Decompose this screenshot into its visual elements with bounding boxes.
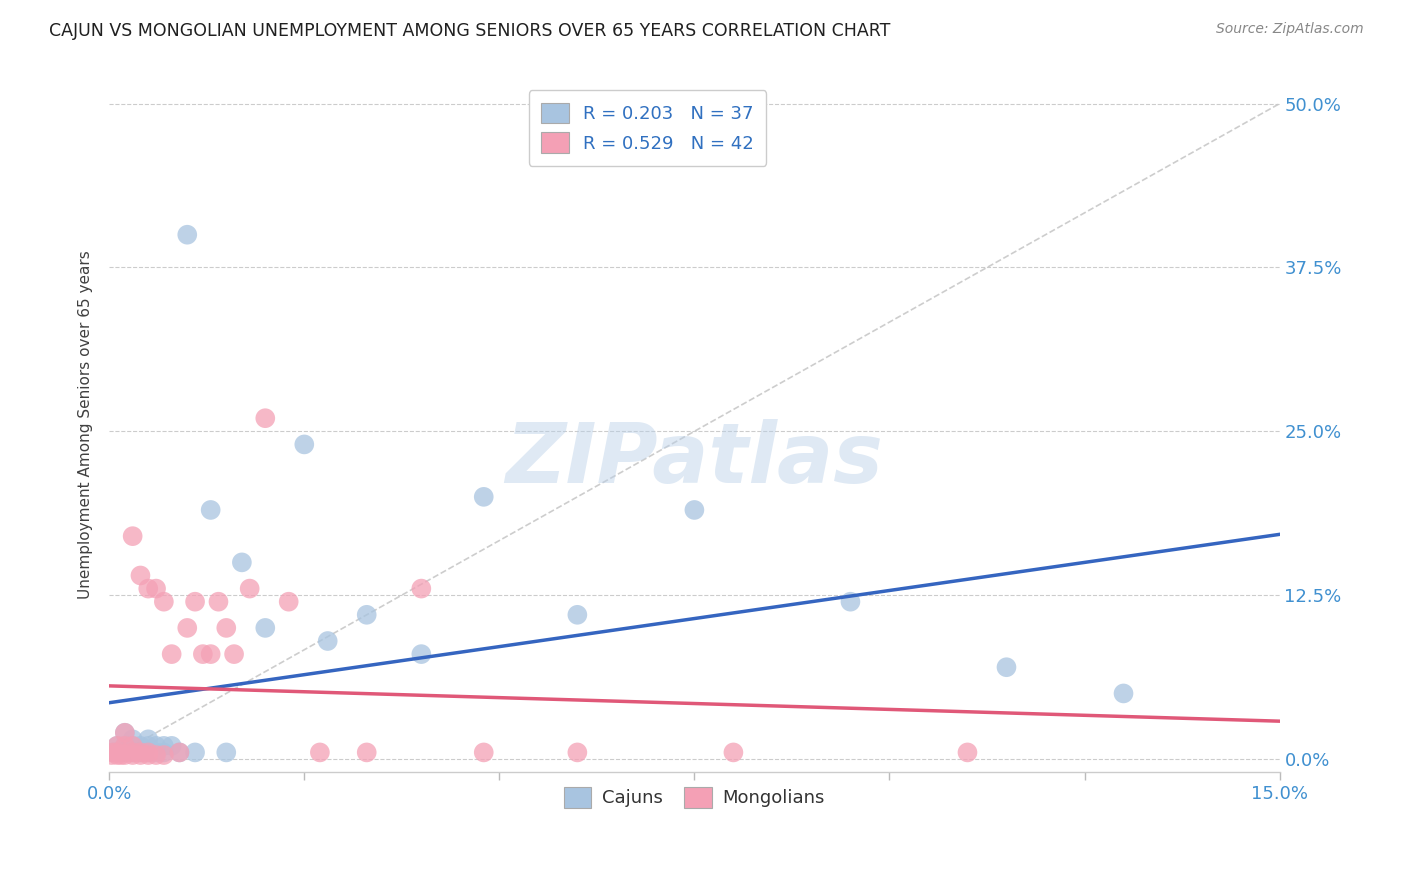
- Point: [129, 747, 152, 762]
- Point: [169, 746, 191, 760]
- Point: [121, 739, 143, 753]
- Point: [121, 747, 143, 762]
- Point: [723, 746, 745, 760]
- Point: [153, 739, 176, 753]
- Y-axis label: Unemployment Among Seniors over 65 years: Unemployment Among Seniors over 65 years: [79, 251, 93, 599]
- Point: [121, 732, 143, 747]
- Point: [184, 746, 207, 760]
- Point: [105, 746, 128, 760]
- Point: [121, 746, 143, 760]
- Point: [316, 634, 339, 648]
- Point: [472, 490, 495, 504]
- Point: [114, 739, 136, 753]
- Point: [114, 747, 136, 762]
- Point: [239, 582, 262, 596]
- Point: [100, 747, 122, 762]
- Point: [176, 621, 198, 635]
- Point: [145, 746, 167, 760]
- Point: [110, 747, 132, 762]
- Point: [114, 725, 136, 739]
- Point: [105, 739, 128, 753]
- Point: [472, 746, 495, 760]
- Point: [129, 746, 152, 760]
- Point: [839, 595, 862, 609]
- Point: [121, 529, 143, 543]
- Legend: Cajuns, Mongolians: Cajuns, Mongolians: [557, 780, 832, 815]
- Point: [136, 746, 159, 760]
- Point: [160, 647, 183, 661]
- Point: [101, 746, 124, 760]
- Point: [567, 607, 589, 622]
- Point: [254, 621, 277, 635]
- Point: [995, 660, 1018, 674]
- Point: [1112, 686, 1135, 700]
- Point: [683, 503, 706, 517]
- Point: [215, 746, 238, 760]
- Point: [956, 746, 979, 760]
- Point: [114, 739, 136, 753]
- Point: [567, 746, 589, 760]
- Point: [114, 725, 136, 739]
- Point: [110, 746, 132, 760]
- Point: [254, 411, 277, 425]
- Point: [292, 437, 315, 451]
- Point: [121, 746, 143, 760]
- Text: CAJUN VS MONGOLIAN UNEMPLOYMENT AMONG SENIORS OVER 65 YEARS CORRELATION CHART: CAJUN VS MONGOLIAN UNEMPLOYMENT AMONG SE…: [49, 22, 890, 40]
- Point: [105, 739, 128, 753]
- Point: [184, 595, 207, 609]
- Point: [356, 746, 378, 760]
- Point: [222, 647, 245, 661]
- Point: [105, 746, 128, 760]
- Point: [145, 747, 167, 762]
- Point: [207, 595, 229, 609]
- Point: [277, 595, 299, 609]
- Point: [129, 746, 152, 760]
- Text: ZIPatlas: ZIPatlas: [506, 419, 883, 500]
- Point: [136, 732, 159, 747]
- Text: Source: ZipAtlas.com: Source: ZipAtlas.com: [1216, 22, 1364, 37]
- Point: [176, 227, 198, 242]
- Point: [309, 746, 332, 760]
- Point: [136, 747, 159, 762]
- Point: [136, 746, 159, 760]
- Point: [105, 747, 128, 762]
- Point: [200, 647, 222, 661]
- Point: [145, 739, 167, 753]
- Point: [200, 503, 222, 517]
- Point: [121, 739, 143, 753]
- Point: [169, 746, 191, 760]
- Point: [160, 739, 183, 753]
- Point: [153, 746, 176, 760]
- Point: [411, 647, 433, 661]
- Point: [101, 746, 124, 760]
- Point: [153, 747, 176, 762]
- Point: [136, 739, 159, 753]
- Point: [145, 582, 167, 596]
- Point: [356, 607, 378, 622]
- Point: [215, 621, 238, 635]
- Point: [114, 746, 136, 760]
- Point: [153, 595, 176, 609]
- Point: [136, 582, 159, 596]
- Point: [231, 555, 253, 569]
- Point: [191, 647, 214, 661]
- Point: [129, 568, 152, 582]
- Point: [129, 739, 152, 753]
- Point: [411, 582, 433, 596]
